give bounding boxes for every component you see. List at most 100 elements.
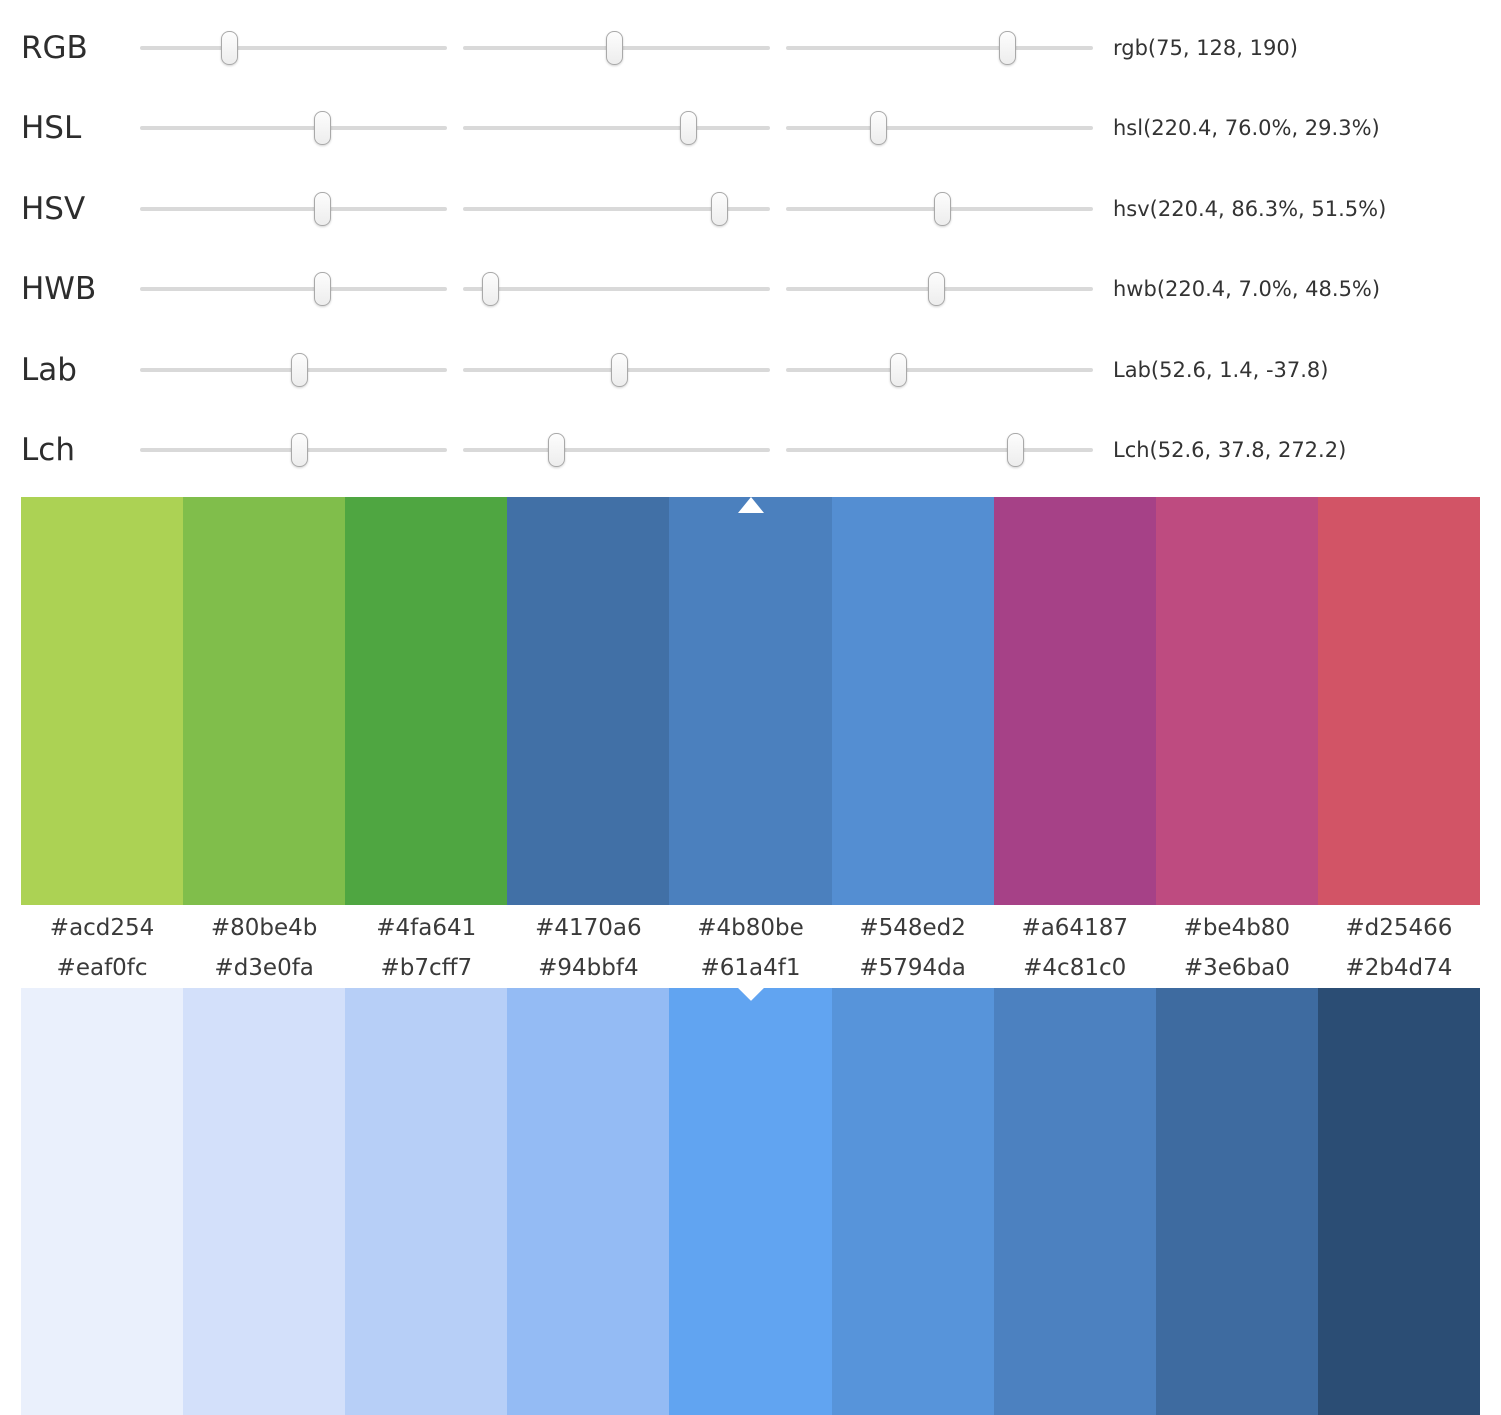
slider-handle[interactable] — [291, 433, 309, 467]
color-swatch-4b80be[interactable] — [669, 497, 832, 905]
slider-handle[interactable] — [999, 31, 1017, 65]
slider-row-rgb: RGB rgb(75, 128, 190) — [0, 8, 1501, 88]
colorspace-label-hwb: HWB — [21, 271, 97, 308]
lch-slider-1[interactable] — [140, 410, 447, 490]
color-value-lch: Lch(52.6, 37.8, 272.2) — [1113, 438, 1347, 462]
slider-track[interactable] — [463, 206, 770, 211]
swatch-hex-label: #2b4d74 — [1345, 955, 1453, 981]
slider-track[interactable] — [786, 367, 1093, 372]
hwb-slider-2[interactable] — [463, 249, 770, 329]
slider-track[interactable] — [463, 287, 770, 292]
swatch-hex-label: #be4b80 — [1183, 914, 1291, 941]
color-value-hwb: hwb(220.4, 7.0%, 48.5%) — [1113, 277, 1381, 302]
slider-track[interactable] — [140, 46, 447, 50]
lch-slider-3[interactable] — [786, 410, 1093, 490]
palette-top-hex-labels: #acd254 #80be4b #4fa641 #4170a6 #4b80be #548e… — [21, 905, 1480, 950]
color-swatch-5794da[interactable] — [831, 988, 994, 1415]
swatch-hex-label: #d3e0fa — [214, 955, 314, 981]
hsl-slider-3[interactable] — [786, 88, 1093, 168]
swatch-hex-label: #4170a6 — [535, 914, 642, 941]
color-swatch-4fa641[interactable] — [345, 497, 508, 905]
slider-handle[interactable] — [1006, 433, 1024, 467]
rgb-slider-2[interactable] — [463, 8, 770, 88]
color-swatch-548ed2[interactable] — [831, 497, 994, 905]
slider-handle[interactable] — [313, 111, 331, 146]
selected-swatch-marker — [737, 497, 764, 513]
color-swatch-4170a6[interactable] — [507, 497, 670, 905]
colorspace-label-rgb: RGB — [21, 30, 88, 66]
hsl-slider-1[interactable] — [140, 88, 447, 168]
hwb-slider-3[interactable] — [786, 249, 1093, 329]
swatch-hex-label: #94bbf4 — [538, 955, 639, 981]
rgb-slider-1[interactable] — [140, 8, 447, 88]
slider-track[interactable] — [786, 448, 1093, 452]
slider-handle[interactable] — [548, 433, 566, 467]
slider-handle[interactable] — [869, 111, 887, 146]
hsl-slider-2[interactable] — [463, 88, 770, 168]
slider-handle[interactable] — [890, 352, 908, 387]
swatch-hex-label: #acd254 — [49, 914, 155, 941]
color-swatch-eaf0fc[interactable] — [21, 988, 184, 1415]
slider-track[interactable] — [786, 126, 1093, 131]
color-swatch-80be4b[interactable] — [183, 497, 346, 905]
slider-handle[interactable] — [711, 191, 729, 226]
slider-handle[interactable] — [680, 111, 698, 146]
lab-slider-1[interactable] — [140, 330, 447, 410]
slider-handle[interactable] — [611, 352, 629, 387]
color-swatch-61a4f1[interactable] — [669, 988, 832, 1415]
slider-row-hsv: HSV hsv(220.4, 86.3%, 51.5%) — [0, 169, 1501, 249]
slider-row-hwb: HWB hwb(220.4, 7.0%, 48.5%) — [0, 249, 1501, 329]
slider-track[interactable] — [463, 126, 770, 131]
slider-track[interactable] — [786, 46, 1093, 50]
color-swatch-4c81c0[interactable] — [993, 988, 1156, 1415]
swatch-hex-label: #eaf0fc — [56, 955, 148, 981]
slider-handle[interactable] — [934, 191, 952, 226]
colorspace-label-hsl: HSL — [21, 110, 82, 147]
swatch-hex-label: #b7cff7 — [380, 955, 473, 981]
color-value-hsl: hsl(220.4, 76.0%, 29.3%) — [1113, 116, 1380, 141]
hsv-slider-2[interactable] — [463, 169, 770, 249]
slider-handle[interactable] — [313, 191, 331, 226]
color-swatch-b7cff7[interactable] — [345, 988, 508, 1415]
color-swatch-3e6ba0[interactable] — [1155, 988, 1318, 1415]
swatch-hex-label: #548ed2 — [859, 914, 966, 941]
swatch-hex-label: #d25466 — [1345, 914, 1453, 941]
color-swatch-acd254[interactable] — [21, 497, 184, 905]
swatch-hex-label: #4fa641 — [376, 914, 477, 941]
color-swatch-2b4d74[interactable] — [1317, 988, 1480, 1415]
color-swatch-d25466[interactable] — [1317, 497, 1480, 905]
color-value-lab: Lab(52.6, 1.4, -37.8) — [1113, 357, 1329, 382]
slider-handle[interactable] — [221, 31, 239, 65]
slider-handle[interactable] — [606, 31, 624, 65]
hwb-slider-1[interactable] — [140, 249, 447, 329]
colorspace-label-hsv: HSV — [21, 190, 86, 227]
slider-row-lch: Lch Lch(52.6, 37.8, 272.2) — [0, 410, 1501, 490]
color-swatch-a64187[interactable] — [993, 497, 1156, 905]
slider-track[interactable] — [140, 206, 447, 211]
swatch-hex-label: #5794da — [859, 955, 966, 981]
swatch-hex-label: #a64187 — [1021, 914, 1128, 941]
swatch-hex-label: #3e6ba0 — [1183, 955, 1290, 981]
colorspace-label-lch: Lch — [21, 432, 75, 468]
palette-bottom-hex-labels: #eaf0fc #d3e0fa #b7cff7 #94bbf4 #61a4f1 #5794… — [21, 948, 1480, 988]
slider-handle[interactable] — [927, 272, 945, 307]
slider-handle[interactable] — [290, 352, 308, 387]
slider-handle[interactable] — [313, 272, 331, 307]
color-swatch-94bbf4[interactable] — [507, 988, 670, 1415]
color-swatch-d3e0fa[interactable] — [183, 988, 346, 1415]
slider-row-lab: Lab Lab(52.6, 1.4, -37.8) — [0, 330, 1501, 410]
color-value-rgb: rgb(75, 128, 190) — [1113, 36, 1298, 60]
lch-slider-2[interactable] — [463, 410, 770, 490]
slider-track[interactable] — [463, 448, 770, 452]
slider-handle[interactable] — [482, 272, 500, 307]
hsv-slider-1[interactable] — [140, 169, 447, 249]
lab-slider-3[interactable] — [786, 330, 1093, 410]
palette-top-band — [21, 497, 1480, 905]
rgb-slider-3[interactable] — [786, 8, 1093, 88]
color-swatch-be4b80[interactable] — [1155, 497, 1318, 905]
slider-track[interactable] — [140, 126, 447, 131]
hsv-slider-3[interactable] — [786, 169, 1093, 249]
lab-slider-2[interactable] — [463, 330, 770, 410]
slider-track[interactable] — [140, 287, 447, 292]
